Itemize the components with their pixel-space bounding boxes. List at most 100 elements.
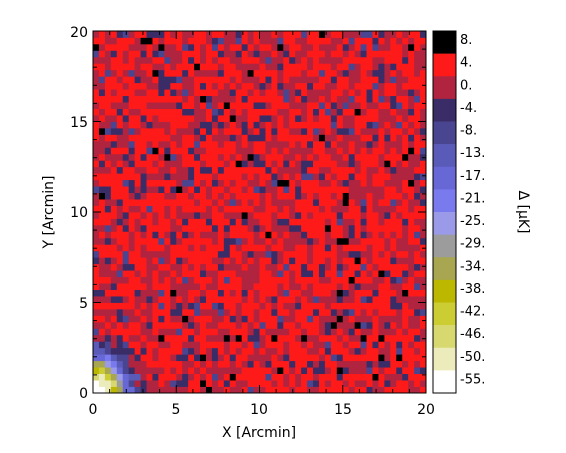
heatmap-cell (402, 31, 409, 38)
heatmap-cell (318, 283, 326, 290)
heatmap-cell (318, 302, 326, 310)
heatmap-cell (134, 328, 141, 336)
heatmap-cell (408, 147, 415, 155)
heatmap-cell (194, 289, 201, 297)
heatmap-cell (348, 360, 356, 368)
heatmap-cell (188, 244, 195, 252)
heatmap-cell (241, 56, 249, 64)
heatmap-cell (164, 212, 171, 219)
heatmap-cell (402, 283, 409, 290)
heatmap-cell (176, 127, 183, 135)
heatmap-cell (289, 328, 296, 336)
heatmap-cell (182, 69, 189, 77)
heatmap-cell (93, 115, 100, 122)
heatmap-cell (408, 373, 415, 381)
heatmap-cell (330, 56, 338, 64)
heatmap-cell (122, 153, 130, 161)
heatmap-cell (283, 76, 290, 84)
heatmap-cell (211, 341, 219, 349)
heatmap-cell (176, 173, 183, 181)
heatmap-cell (408, 108, 415, 116)
heatmap-cell (342, 192, 350, 200)
heatmap-cell (396, 380, 403, 387)
heatmap-cell (289, 95, 296, 103)
heatmap-cell (217, 179, 225, 187)
heatmap-cell (188, 134, 195, 142)
heatmap-cell (366, 212, 373, 219)
heatmap-cell (307, 373, 314, 381)
heatmap-cell (307, 153, 314, 161)
heatmap-cell (235, 69, 243, 77)
heatmap-cell (235, 127, 243, 135)
heatmap-cell (122, 37, 130, 45)
heatmap-cell (211, 115, 219, 122)
heatmap-cell (110, 360, 118, 368)
heatmap-cell (342, 250, 350, 258)
heatmap-cell (140, 380, 147, 387)
heatmap-cell (110, 43, 118, 51)
heatmap-cell (146, 315, 153, 323)
heatmap-cell (205, 82, 213, 90)
heatmap-cell (235, 328, 243, 336)
heatmap-cell (384, 347, 391, 355)
heatmap-cell (176, 321, 183, 329)
heatmap-cell (122, 231, 130, 239)
heatmap-cell (217, 237, 225, 245)
heatmap-cell (152, 250, 159, 258)
heatmap-cell (360, 186, 367, 193)
heatmap-cell (295, 121, 302, 129)
heatmap-cell (241, 276, 249, 284)
heatmap-cell (330, 341, 338, 349)
heatmap-cell (396, 102, 403, 109)
heatmap-cell (253, 205, 260, 213)
heatmap-cell (259, 315, 266, 323)
heatmap-cell (235, 302, 243, 310)
heatmap-cell (295, 153, 302, 161)
heatmap-cell (318, 354, 326, 362)
heatmap-cell (408, 308, 415, 316)
heatmap-cell (110, 102, 118, 109)
axis-ticks (92, 30, 427, 394)
heatmap-cell (414, 166, 421, 174)
heatmap-cell (384, 82, 391, 90)
heatmap-cell (390, 179, 397, 187)
heatmap-cell (408, 115, 415, 122)
heatmap-cell (342, 341, 350, 349)
heatmap-cell (170, 89, 177, 97)
heatmap-cell (301, 237, 308, 245)
heatmap-cell (408, 218, 415, 226)
heatmap-cell (152, 341, 159, 349)
heatmap-cell (182, 263, 189, 271)
heatmap-cell (283, 166, 290, 174)
heatmap-cell (152, 186, 159, 193)
heatmap-cell (122, 341, 130, 349)
heatmap-cell (223, 160, 231, 168)
heatmap-cell (205, 328, 213, 336)
heatmap-cell (164, 244, 171, 252)
heatmap-cell (330, 289, 338, 297)
heatmap-cell (104, 231, 112, 239)
heatmap-cell (283, 308, 290, 316)
heatmap-cell (318, 63, 326, 71)
heatmap-cell (122, 140, 130, 148)
heatmap-cell (360, 95, 367, 103)
heatmap-cell (188, 263, 195, 271)
colorbar-swatch (433, 347, 456, 371)
heatmap-cell (259, 224, 266, 232)
heatmap-cell (378, 63, 385, 71)
heatmap-cell (348, 115, 356, 122)
heatmap-cell (194, 308, 201, 316)
heatmap-cell (128, 263, 136, 271)
heatmap-cell (253, 173, 260, 181)
heatmap-cell (259, 367, 266, 374)
heatmap-cell (200, 373, 207, 381)
heatmap-cell (384, 257, 391, 265)
heatmap-cell (295, 69, 302, 77)
heatmap-cell (330, 315, 338, 323)
heatmap-cell (330, 224, 338, 232)
heatmap-cell (271, 186, 278, 193)
heatmap-cell (378, 95, 385, 103)
heatmap-cell (384, 354, 391, 362)
y-tick-20: 20 (70, 25, 88, 41)
